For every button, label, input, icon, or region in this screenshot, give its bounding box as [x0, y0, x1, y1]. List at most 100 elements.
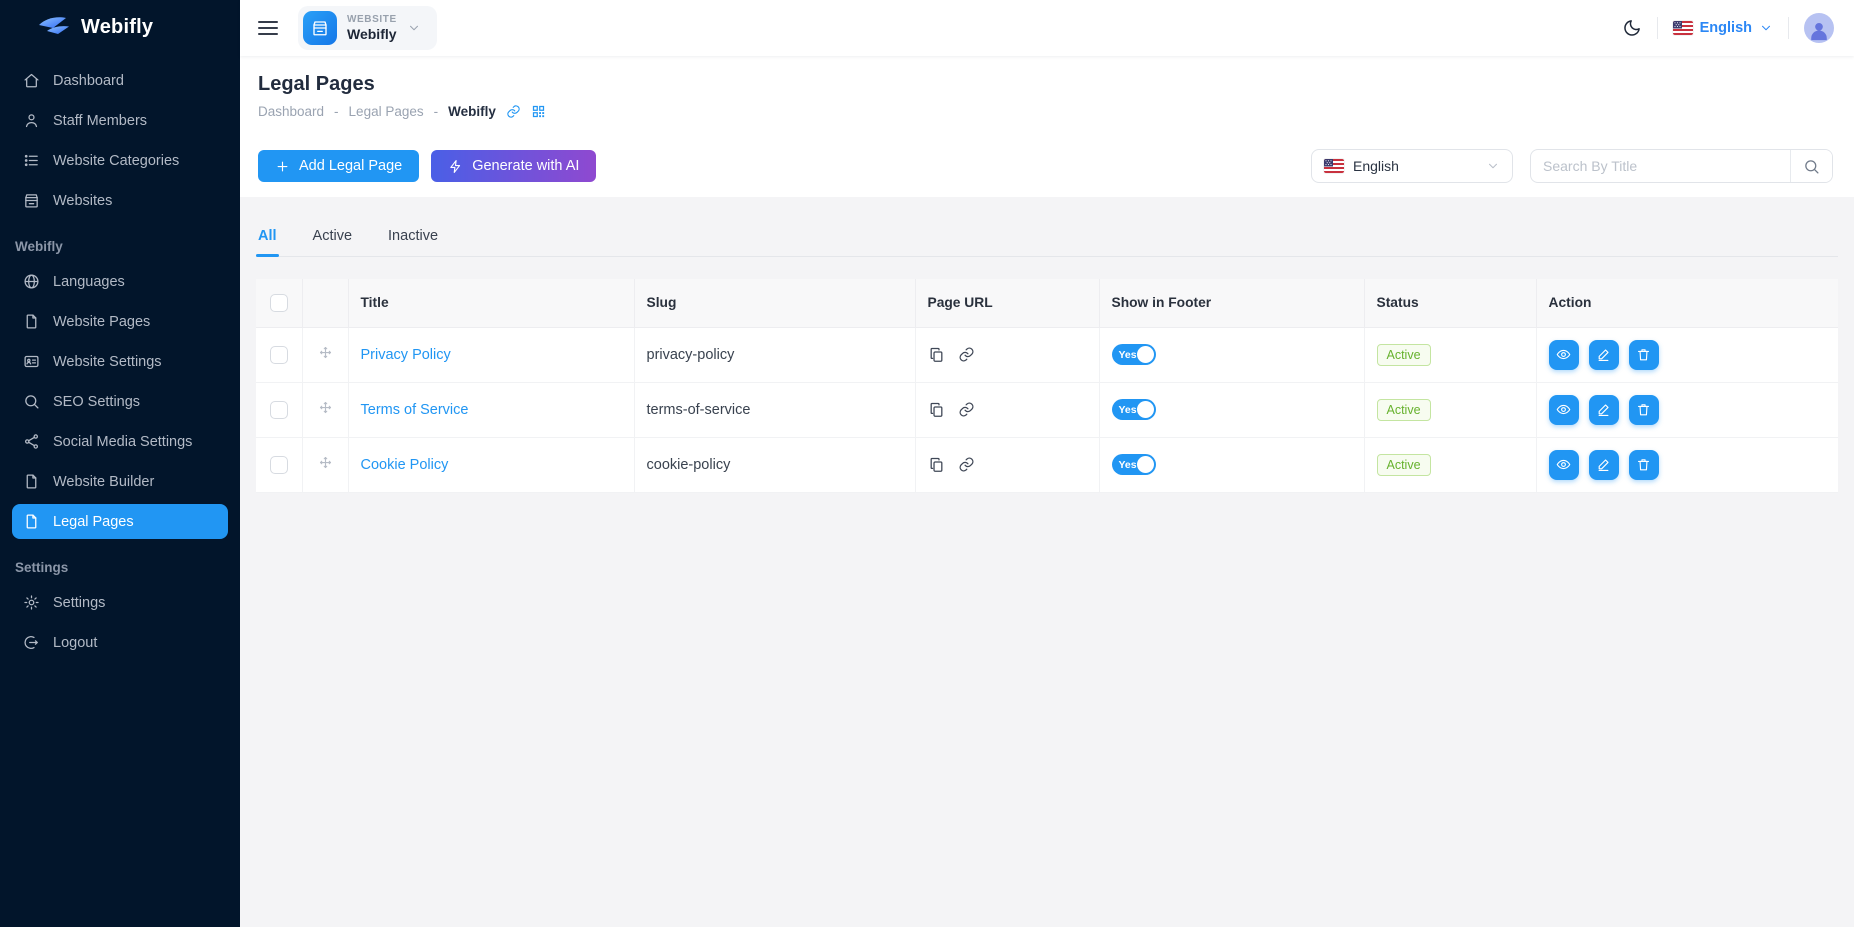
qr-code-icon[interactable] — [531, 104, 546, 119]
table-row: Terms of Service terms-of-service — [256, 382, 1838, 438]
dark-mode-toggle[interactable] — [1622, 18, 1642, 38]
sidebar-item-label: Languages — [53, 273, 125, 290]
website-switcher[interactable]: WEBSITE Webifly — [298, 6, 437, 50]
eye-icon — [1556, 404, 1571, 415]
sidebar-item-seo-settings[interactable]: SEO Settings — [12, 384, 228, 419]
sidebar-section-webifly: Webifly — [15, 239, 63, 254]
chevron-down-icon — [1486, 159, 1500, 173]
sidebar-item-website-builder[interactable]: Website Builder — [12, 464, 228, 499]
edit-button[interactable] — [1588, 339, 1619, 370]
sidebar-item-dashboard[interactable]: Dashboard — [12, 63, 228, 98]
toggle-knob — [1136, 346, 1154, 363]
brand-name: Webifly — [81, 15, 154, 38]
row-checkbox[interactable] — [269, 345, 288, 364]
sidebar-item-settings[interactable]: Settings — [12, 585, 228, 620]
show-in-footer-toggle[interactable]: Yes — [1111, 344, 1156, 365]
select-all-checkbox[interactable] — [269, 293, 288, 312]
view-button[interactable] — [1548, 394, 1579, 425]
search-input[interactable] — [1531, 150, 1790, 182]
page-title-link[interactable]: Terms of Service — [360, 401, 469, 418]
view-button[interactable] — [1548, 339, 1579, 370]
sidebar-item-label: Website Builder — [53, 473, 155, 490]
chevron-down-icon — [1759, 21, 1773, 35]
page-title-link[interactable]: Cookie Policy — [360, 456, 449, 473]
toggle-label: Yes — [1118, 348, 1137, 361]
pencil-icon — [1598, 349, 1609, 361]
page-title: Legal Pages — [258, 73, 375, 95]
chevron-down-icon — [407, 21, 421, 35]
sidebar-item-label: Staff Members — [53, 112, 148, 129]
open-link-icon[interactable] — [958, 346, 975, 363]
add-legal-page-button[interactable]: Add Legal Page — [258, 150, 420, 182]
divider — [1788, 17, 1789, 39]
gear-icon — [23, 594, 40, 611]
language-menu[interactable]: English — [1672, 20, 1773, 36]
link-icon[interactable] — [506, 104, 521, 119]
user-avatar[interactable] — [1804, 13, 1834, 43]
sidebar-item-website-settings[interactable]: Website Settings — [12, 344, 228, 379]
home-icon — [23, 72, 40, 89]
globe-icon — [23, 273, 40, 290]
sidebar-item-label: Settings — [53, 594, 106, 611]
view-button[interactable] — [1548, 449, 1579, 480]
delete-button[interactable] — [1628, 449, 1659, 480]
breadcrumb-legal-pages[interactable]: Legal Pages — [348, 104, 424, 119]
table-row: Privacy Policy privacy-policy Yes — [256, 327, 1838, 383]
breadcrumb-dashboard[interactable]: Dashboard — [258, 104, 325, 119]
sidebar-item-logout[interactable]: Logout — [12, 625, 228, 660]
edit-button[interactable] — [1588, 449, 1619, 480]
sidebar-item-websites[interactable]: Websites — [12, 183, 228, 218]
tab-inactive[interactable]: Inactive — [388, 228, 439, 244]
trash-icon — [1637, 404, 1650, 416]
page-title-link[interactable]: Privacy Policy — [360, 346, 451, 363]
sidebar-item-website-categories[interactable]: Website Categories — [12, 143, 228, 178]
sidebar-item-label: Website Settings — [53, 353, 162, 370]
show-in-footer-toggle[interactable]: Yes — [1111, 454, 1156, 475]
tab-all[interactable]: All — [256, 218, 279, 257]
drag-handle-icon[interactable] — [318, 400, 333, 415]
column-header-action: Action — [1536, 279, 1838, 328]
page-slug: terms-of-service — [646, 401, 751, 418]
drag-handle-icon[interactable] — [318, 345, 333, 360]
divider — [1656, 17, 1658, 39]
menu-toggle-button[interactable] — [258, 21, 278, 35]
copy-url-icon[interactable] — [928, 401, 945, 418]
status-badge: Active — [1376, 453, 1431, 476]
search-button[interactable] — [1790, 150, 1832, 182]
page-header: Legal Pages Dashboard - Legal Pages - We… — [240, 56, 1854, 197]
storefront-icon — [23, 192, 40, 209]
open-link-icon[interactable] — [958, 456, 975, 473]
person-icon — [23, 112, 40, 129]
language-filter-select[interactable]: English — [1311, 149, 1513, 183]
generate-with-ai-label: Generate with AI — [472, 158, 580, 174]
sidebar-section-settings: Settings — [15, 560, 69, 575]
brand-logo[interactable]: Webifly — [0, 0, 240, 47]
file-icon — [23, 473, 40, 490]
tab-active[interactable]: Active — [312, 228, 353, 244]
drag-handle-icon[interactable] — [318, 455, 333, 470]
pencil-icon — [1598, 459, 1609, 471]
sidebar-item-website-pages[interactable]: Website Pages — [12, 304, 228, 339]
sidebar-item-label: Logout — [53, 634, 98, 651]
copy-url-icon[interactable] — [928, 346, 945, 363]
eye-icon — [1556, 459, 1571, 470]
sidebar-item-social-media-settings[interactable]: Social Media Settings — [12, 424, 228, 459]
breadcrumb: Dashboard - Legal Pages - Webifly — [258, 104, 1833, 119]
generate-with-ai-button[interactable]: Generate with AI — [431, 150, 597, 182]
copy-url-icon[interactable] — [928, 456, 945, 473]
row-checkbox[interactable] — [269, 400, 288, 419]
open-link-icon[interactable] — [958, 401, 975, 418]
toggle-knob — [1136, 456, 1154, 473]
delete-button[interactable] — [1628, 394, 1659, 425]
row-checkbox[interactable] — [269, 455, 288, 474]
sidebar-item-staff-members[interactable]: Staff Members — [12, 103, 228, 138]
sidebar-item-legal-pages[interactable]: Legal Pages — [12, 504, 228, 539]
edit-button[interactable] — [1588, 394, 1619, 425]
toggle-label: Yes — [1118, 403, 1137, 416]
sidebar-item-languages[interactable]: Languages — [12, 264, 228, 299]
show-in-footer-toggle[interactable]: Yes — [1111, 399, 1156, 420]
status-tabs: All Active Inactive — [256, 218, 1838, 257]
delete-button[interactable] — [1628, 339, 1659, 370]
wings-logo-icon — [39, 17, 69, 34]
zap-icon — [450, 159, 461, 173]
